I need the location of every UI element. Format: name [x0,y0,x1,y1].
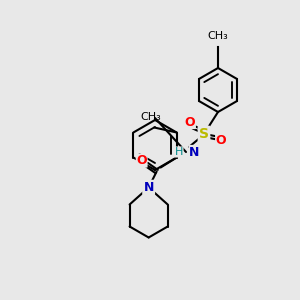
Text: O: O [136,154,147,167]
Text: O: O [185,116,195,128]
Text: O: O [216,134,226,146]
Text: CH₃: CH₃ [208,31,228,41]
Text: CH₃: CH₃ [140,112,160,122]
Text: N: N [143,181,154,194]
Text: N: N [189,146,200,158]
Text: H: H [175,147,183,157]
Text: S: S [199,127,209,141]
